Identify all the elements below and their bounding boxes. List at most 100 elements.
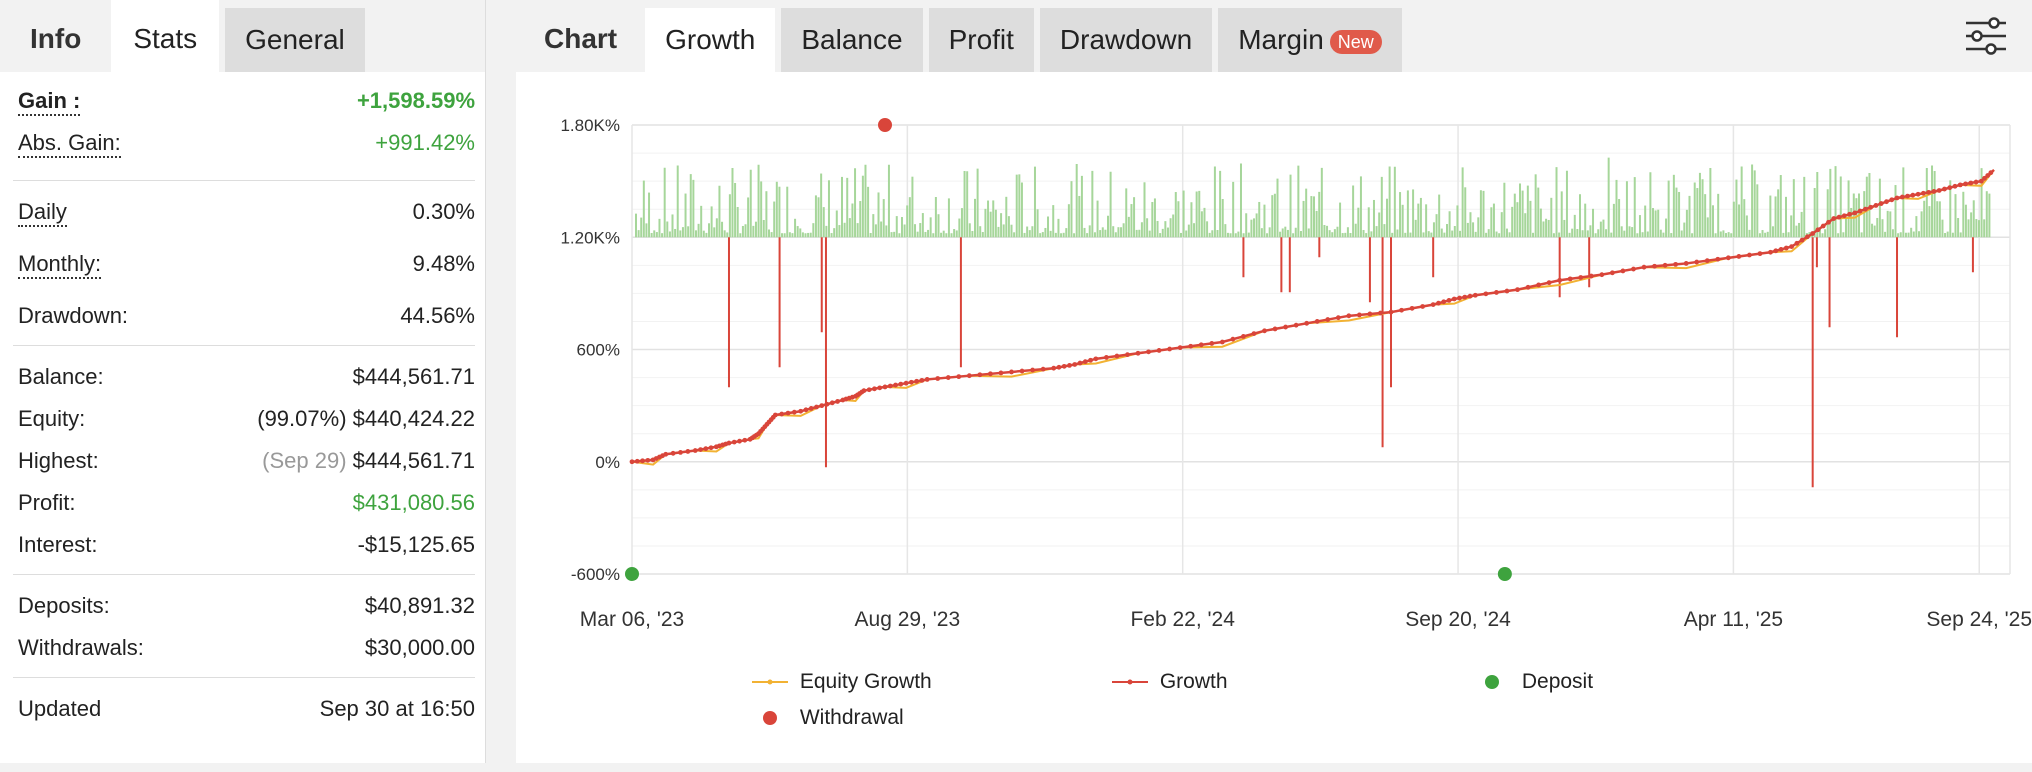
deposit-legend-icon bbox=[1485, 675, 1499, 690]
growth-point bbox=[629, 459, 635, 465]
drawdown-label: Drawdown: bbox=[18, 303, 129, 328]
legend-deposit[interactable]: Deposit bbox=[1482, 670, 1593, 694]
growth-point bbox=[737, 438, 742, 444]
growth-point bbox=[1082, 359, 1088, 365]
x-axis-ticks: Mar 06, '23 Aug 29, '23 Feb 22, '24 Sep 20,… bbox=[580, 608, 2032, 631]
growth-point bbox=[1462, 294, 1468, 300]
growth-point bbox=[742, 437, 748, 443]
tab-general[interactable]: General bbox=[225, 8, 365, 72]
daily-row: Daily 0.30% bbox=[13, 199, 475, 241]
growth-point bbox=[1061, 363, 1067, 369]
equity-label: Equity: bbox=[18, 406, 86, 431]
growth-point bbox=[1926, 189, 1932, 195]
growth-point bbox=[1467, 293, 1473, 299]
growth-point bbox=[861, 388, 867, 394]
tab-stats[interactable]: Stats bbox=[111, 0, 220, 72]
tab-info[interactable]: Info bbox=[30, 23, 82, 54]
interest-value: -$15,125.65 bbox=[357, 532, 475, 557]
growth-point bbox=[1599, 272, 1605, 278]
daily-bars bbox=[635, 157, 1991, 488]
profit-row: Profit: $431,080.56 bbox=[13, 490, 475, 532]
growth-point bbox=[1167, 346, 1173, 352]
growth-point bbox=[924, 377, 930, 382]
drawdown-value: 44.56% bbox=[400, 303, 475, 328]
highest-value: $444,561.71 bbox=[352, 448, 475, 473]
updated-value: Sep 30 at 16:50 bbox=[319, 696, 475, 721]
legend-equity[interactable]: Equity Growth bbox=[752, 670, 932, 694]
y-tick-label: -600% bbox=[571, 565, 620, 584]
growth-point bbox=[1072, 362, 1078, 367]
growth-point bbox=[640, 458, 645, 464]
growth-point bbox=[1356, 312, 1362, 318]
growth-point bbox=[1230, 336, 1236, 342]
growth-point bbox=[1673, 261, 1679, 267]
growth-point bbox=[1694, 259, 1700, 265]
growth-point bbox=[1799, 237, 1805, 243]
monthly-label[interactable]: Monthly: bbox=[18, 251, 102, 279]
chart-panel: Chart Growth Balance Profit Drawdown Mar… bbox=[516, 0, 2032, 763]
growth-point bbox=[898, 381, 904, 387]
growth-point bbox=[1557, 277, 1563, 283]
growth-point bbox=[1963, 181, 1968, 187]
growth-point bbox=[634, 458, 640, 464]
growth-point bbox=[1952, 183, 1958, 189]
tab-profit[interactable]: Profit bbox=[928, 8, 1034, 72]
gain-label[interactable]: Gain : bbox=[18, 88, 81, 116]
info-panel: Info Stats General Gain : +1,598.59% Abs.… bbox=[0, 0, 486, 763]
growth-point bbox=[1314, 319, 1320, 324]
x-tick-label: Sep 20, '24 bbox=[1405, 608, 1511, 631]
growth-point bbox=[1757, 251, 1763, 257]
growth-point bbox=[1051, 365, 1057, 371]
growth-point bbox=[1982, 175, 1987, 181]
y-tick-label: 600% bbox=[577, 341, 620, 360]
growth-point bbox=[1894, 195, 1900, 201]
growth-point bbox=[1789, 244, 1794, 250]
growth-point bbox=[1251, 331, 1257, 336]
growth-point bbox=[1451, 296, 1457, 302]
growth-point bbox=[1146, 349, 1151, 355]
growth-point bbox=[1420, 304, 1426, 309]
growth-point bbox=[1899, 194, 1905, 200]
tab-growth[interactable]: Growth bbox=[645, 8, 776, 72]
new-badge: New bbox=[1329, 29, 1382, 54]
growth-point bbox=[1725, 255, 1731, 261]
growth-point bbox=[1652, 263, 1657, 269]
drawdown-row: Drawdown: 44.56% bbox=[13, 303, 475, 345]
growth-point bbox=[731, 439, 737, 445]
growth-point bbox=[1805, 234, 1810, 240]
equity-percent: (99.07%) bbox=[257, 406, 347, 431]
updated-row: Updated Sep 30 at 16:50 bbox=[13, 696, 475, 738]
growth-point bbox=[1836, 214, 1842, 220]
growth-point bbox=[1910, 192, 1916, 198]
growth-point bbox=[1241, 334, 1246, 339]
daily-label[interactable]: Daily bbox=[18, 199, 67, 227]
legend-withdrawal[interactable]: Withdrawal bbox=[760, 706, 904, 730]
growth-point bbox=[1815, 227, 1821, 233]
legend-growth[interactable]: Growth bbox=[1112, 670, 1228, 694]
growth-point bbox=[1388, 309, 1394, 315]
growth-point bbox=[998, 370, 1004, 376]
tab-chart[interactable]: Chart bbox=[544, 23, 618, 54]
balance-row: Balance: $444,561.71 bbox=[13, 364, 475, 406]
gain-value: +1,598.59% bbox=[356, 88, 475, 113]
growth-point bbox=[1936, 188, 1942, 193]
growth-point bbox=[785, 410, 791, 416]
growth-point bbox=[1715, 256, 1721, 262]
growth-point bbox=[1931, 189, 1937, 194]
growth-point bbox=[1077, 360, 1083, 366]
growth-point bbox=[1114, 353, 1120, 359]
abs-gain-label[interactable]: Abs. Gain: bbox=[18, 130, 121, 158]
growth-point bbox=[1293, 322, 1299, 328]
growth-point bbox=[919, 377, 925, 383]
tab-drawdown[interactable]: Drawdown bbox=[1039, 8, 1213, 72]
growth-point bbox=[1768, 249, 1773, 255]
growth-point bbox=[772, 412, 778, 418]
profit-label: Profit: bbox=[18, 490, 76, 515]
tab-margin[interactable]: Margin New bbox=[1218, 8, 1402, 72]
settings-sliders-icon[interactable] bbox=[1964, 16, 2008, 56]
growth-point bbox=[1783, 245, 1789, 251]
growth-point bbox=[1609, 270, 1615, 276]
growth-point bbox=[1794, 240, 1800, 246]
growth-point bbox=[1915, 191, 1921, 197]
tab-balance[interactable]: Balance bbox=[781, 8, 923, 72]
